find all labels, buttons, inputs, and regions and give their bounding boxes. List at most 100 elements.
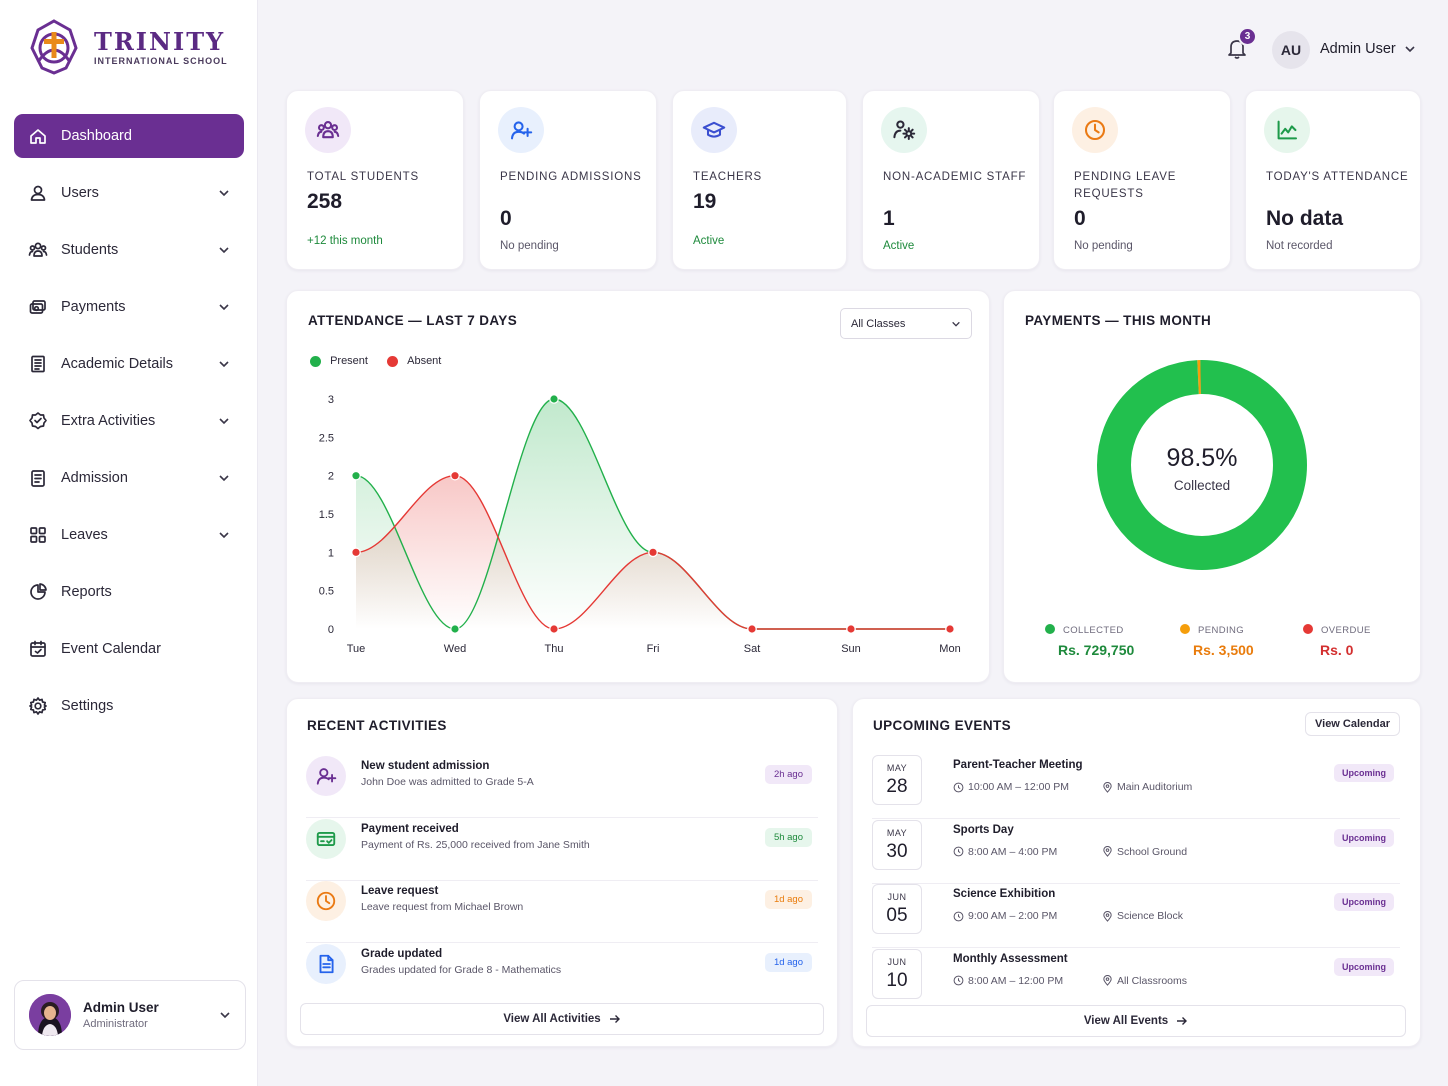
- activity-title: Leave request: [361, 885, 439, 897]
- bell-icon[interactable]: [1225, 36, 1249, 60]
- view-calendar-button[interactable]: View Calendar: [1305, 712, 1400, 736]
- graduation-cap-icon: [702, 121, 726, 138]
- stat-card[interactable]: PENDING LEAVE REQUESTS 0 No pending: [1053, 90, 1231, 270]
- sidebar-item-reports[interactable]: Reports: [14, 570, 244, 614]
- sidebar-item-event-calendar[interactable]: Event Calendar: [14, 627, 244, 671]
- stat-card[interactable]: TEACHERS 19 Active: [672, 90, 847, 270]
- activity-row[interactable]: Leave request Leave request from Michael …: [306, 881, 818, 943]
- view-all-events-button[interactable]: View All Events: [866, 1005, 1406, 1037]
- donut-slice-collected[interactable]: [1097, 360, 1307, 570]
- event-location-text: Science Block: [1117, 910, 1183, 922]
- sidebar-user-card[interactable]: Admin User Administrator: [14, 980, 246, 1050]
- y-tick-label: 1: [328, 547, 334, 559]
- sidebar-item-extra-activities[interactable]: Extra Activities: [14, 399, 244, 443]
- stat-note: Not recorded: [1266, 240, 1333, 252]
- sidebar-item-leaves[interactable]: Leaves: [14, 513, 244, 557]
- series-area-present: [356, 399, 950, 629]
- event-row[interactable]: MAY 30 Sports Day 8:00 AM – 4:00 PM School G…: [872, 819, 1400, 884]
- stat-note: +12 this month: [307, 235, 383, 247]
- view-all-activities-button[interactable]: View All Activities: [300, 1003, 824, 1035]
- activity-row[interactable]: Payment received Payment of Rs. 25,000 re…: [306, 818, 818, 881]
- sidebar-user-role: Administrator: [83, 1018, 148, 1030]
- location-pin-icon: [1103, 975, 1112, 986]
- stat-icon-wrap: [881, 107, 927, 153]
- top-avatar[interactable]: AU: [1272, 31, 1310, 69]
- stat-card[interactable]: NON-ACADEMIC STAFF 1 Active: [862, 90, 1040, 270]
- sidebar-item-payments[interactable]: Payments: [14, 285, 244, 329]
- clock-icon: [953, 975, 964, 986]
- activity-title: Grade updated: [361, 947, 443, 960]
- stat-label: TEACHERS: [693, 171, 763, 183]
- data-point-absent[interactable]: [549, 624, 559, 634]
- trinity-logo-icon: [30, 19, 78, 75]
- data-point-present[interactable]: [351, 470, 361, 481]
- stat-card[interactable]: PENDING ADMISSIONS 0 No pending: [479, 90, 657, 270]
- stat-note: Active: [883, 240, 915, 252]
- students-icon: [316, 121, 340, 139]
- chevron-down-icon: [218, 358, 230, 370]
- user-avatar-icon: [29, 994, 71, 1036]
- activity-icon-wrap: [306, 756, 346, 796]
- event-row[interactable]: MAY 28 Parent-Teacher Meeting 10:00 AM – 12…: [872, 755, 1400, 819]
- sidebar-item-admission[interactable]: Admission: [14, 456, 244, 500]
- sidebar-item-settings[interactable]: Settings: [14, 684, 244, 728]
- school-logo[interactable]: TRINITY INTERNATIONAL SCHOOL: [26, 18, 228, 76]
- payments-card: [1003, 290, 1421, 683]
- sidebar-item-students[interactable]: Students: [14, 228, 244, 272]
- events-card: [852, 698, 1421, 1047]
- stat-label: NON-ACADEMIC STAFF: [883, 171, 1027, 183]
- activity-description: Leave request from Michael Brown: [361, 901, 524, 913]
- location-pin-icon: [1103, 781, 1112, 793]
- event-date-box: JUN 05: [872, 884, 922, 934]
- gear-icon: [29, 697, 47, 715]
- event-time: 8:00 AM – 4:00 PM: [953, 846, 1057, 858]
- data-point-present[interactable]: [450, 624, 460, 634]
- collected-label: Collected: [1173, 478, 1231, 493]
- brand-title: TRINITY: [94, 26, 226, 56]
- location-pin-icon: [1103, 910, 1112, 922]
- pie-chart-icon: [28, 582, 48, 602]
- payment-legend-label: PENDING: [1198, 625, 1245, 636]
- sidebar-item-dashboard[interactable]: Dashboard: [14, 114, 244, 158]
- data-point-absent[interactable]: [648, 547, 658, 558]
- payments-title: PAYMENTS — THIS MONTH: [1025, 313, 1212, 328]
- activity-row[interactable]: Grade updated Grades updated for Grade 8 …: [306, 943, 818, 1006]
- data-point-absent[interactable]: [450, 470, 460, 481]
- file-icon: [319, 954, 334, 973]
- class-filter-select[interactable]: All Classes: [840, 308, 972, 339]
- data-point-present[interactable]: [549, 394, 559, 404]
- activity-time-badge: 1d ago: [764, 890, 812, 909]
- event-location: School Ground: [1102, 846, 1187, 858]
- event-month: MAY: [886, 763, 908, 773]
- calendar-icon: [28, 639, 48, 659]
- notification-badge: 3: [1238, 27, 1257, 46]
- event-row[interactable]: JUN 05 Science Exhibition 9:00 AM – 2:00 PM…: [872, 884, 1400, 948]
- activity-row[interactable]: New student admission John Doe was admitt…: [306, 756, 818, 818]
- sidebar-item-users[interactable]: Users: [14, 171, 244, 215]
- top-user-menu[interactable]: Admin User: [1320, 41, 1416, 57]
- chevron-down-icon: [218, 472, 230, 484]
- event-row[interactable]: JUN 10 Monthly Assessment 8:00 AM – 12:00 P…: [872, 948, 1400, 1013]
- students-icon: [28, 240, 48, 260]
- chevron-down-icon: [952, 321, 960, 327]
- chevron-down-icon: [218, 415, 230, 427]
- data-point-absent[interactable]: [846, 624, 856, 634]
- payments-donut-chart: [1097, 360, 1307, 570]
- data-point-absent[interactable]: [351, 547, 361, 558]
- data-point-absent[interactable]: [945, 624, 955, 634]
- chevron-down-icon: [218, 301, 230, 313]
- event-time-text: 10:00 AM – 12:00 PM: [968, 781, 1069, 793]
- x-tick-label: Sat: [744, 643, 761, 655]
- activity-icon-wrap: [306, 818, 346, 859]
- sidebar-item-academic-details[interactable]: Academic Details: [14, 342, 244, 386]
- data-point-absent[interactable]: [747, 624, 757, 634]
- event-day: 28: [886, 776, 908, 797]
- document-list-icon: [28, 354, 48, 374]
- stat-card[interactable]: TOTAL STUDENTS 258 +12 this month: [286, 90, 464, 270]
- chevron-down-icon[interactable]: [219, 1009, 231, 1021]
- stat-card[interactable]: TODAY'S ATTENDANCE No data Not recorded: [1245, 90, 1421, 270]
- event-title: Monthly Assessment: [953, 952, 1068, 965]
- sidebar-item-label: Dashboard: [61, 128, 132, 144]
- legend-dot: [1303, 623, 1313, 634]
- y-tick-label: 0: [328, 624, 334, 636]
